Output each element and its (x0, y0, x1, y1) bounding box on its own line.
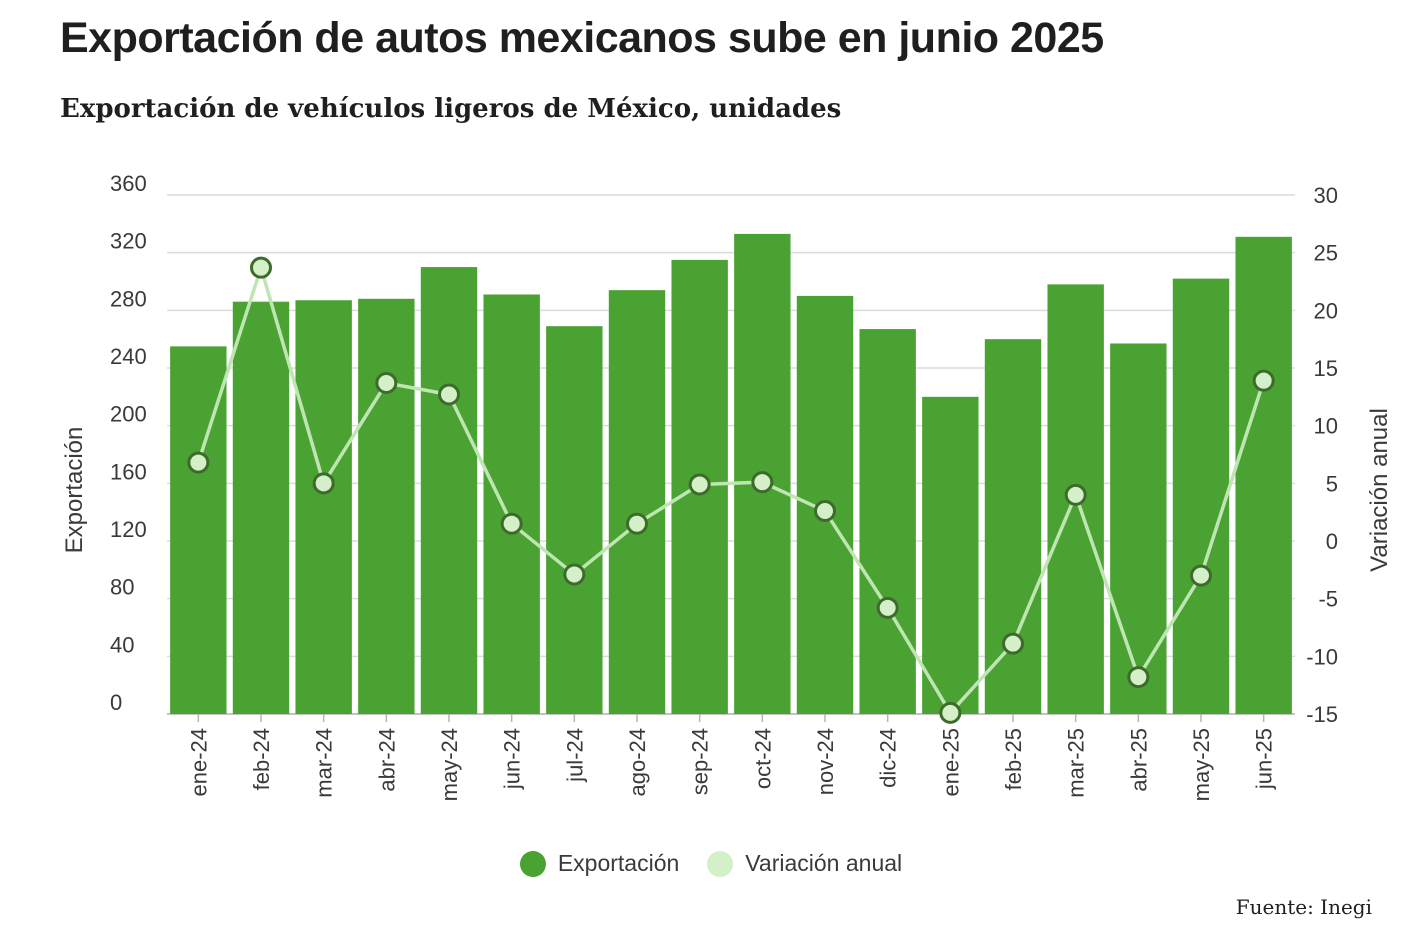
variation-point-dic-24 (876, 596, 899, 619)
bar-may-24 (420, 267, 478, 714)
x-tick-label: feb-25 (1001, 728, 1026, 790)
variation-point-abr-25 (1127, 666, 1150, 689)
chart-subtitle: Exportación de vehículos ligeros de Méxi… (60, 94, 842, 124)
x-tick-label: dic-24 (876, 728, 901, 788)
variation-point-ene-25 (939, 701, 962, 724)
bar-jun-25 (1235, 236, 1292, 714)
variation-point-ene-24 (187, 451, 210, 474)
variation-point-jun-25 (1252, 369, 1275, 392)
variation-point-abr-24 (375, 371, 398, 394)
x-tick-label: ago-24 (625, 728, 650, 797)
right-axis-ticks: -15 -10 -5 0 5 10 15 20 25 30 (1306, 183, 1338, 727)
bar-may-25 (1172, 278, 1230, 714)
chart-title: Exportación de autos mexicanos sube en j… (60, 14, 1104, 62)
bar-jun-24 (483, 294, 540, 714)
variation-point-mar-24 (312, 472, 335, 495)
right-tick-label: -5 (1318, 587, 1338, 612)
source-note: Fuente: Inegi (1235, 895, 1372, 919)
legend-swatch-exportacion (519, 850, 546, 877)
x-tick-label: mar-25 (1064, 728, 1089, 798)
x-tick-label: abr-25 (1126, 728, 1151, 792)
x-tick-label: may-24 (437, 728, 462, 801)
legend-item-exportacion[interactable]: Exportación (519, 850, 680, 877)
x-tick-label: ene-24 (186, 728, 211, 797)
left-tick-label: 280 (110, 286, 147, 311)
x-tick-label: jun-25 (1252, 728, 1277, 790)
right-tick-label: -15 (1306, 702, 1338, 727)
variation-point-oct-24 (751, 471, 774, 494)
left-tick-label: 120 (110, 517, 147, 542)
x-tick-label: mar-24 (312, 728, 337, 798)
bar-ago-24 (608, 290, 666, 714)
right-tick-label: 5 (1326, 471, 1338, 496)
x-tick-label: abr-24 (374, 728, 399, 792)
x-tick-label: may-25 (1189, 728, 1214, 801)
right-tick-label: 15 (1314, 356, 1338, 381)
variation-point-mar-25 (1064, 483, 1087, 506)
x-axis-ticks: ene-24 feb-24 mar-24 abr-24 may-24 jun-24 jul-… (186, 714, 1277, 801)
left-tick-label: 160 (110, 459, 147, 484)
bar-jul-24 (546, 326, 603, 714)
variation-point-feb-25 (1002, 632, 1024, 655)
export-bars (170, 233, 1292, 715)
bar-abr-25 (1110, 343, 1167, 714)
right-tick-label: 20 (1314, 298, 1338, 323)
bar-feb-25 (984, 339, 1042, 714)
variation-line-path (196, 265, 1266, 715)
variation-point-may-25 (1190, 564, 1212, 587)
bar-dic-24 (859, 329, 916, 714)
left-tick-label: 320 (110, 229, 147, 254)
x-tick-label: sep-24 (688, 728, 713, 795)
right-axis-title: Variación anual (1366, 408, 1393, 572)
right-tick-label: 25 (1314, 241, 1338, 266)
x-tick-label: ene-25 (938, 728, 963, 797)
legend-swatch-variacion (707, 850, 734, 877)
x-tick-label: jun-24 (500, 728, 525, 790)
bar-ene-25 (922, 396, 979, 714)
variation-point-may-24 (438, 383, 460, 406)
x-tick-label: jul-24 (562, 728, 587, 783)
bar-abr-24 (358, 298, 415, 714)
legend: Exportación Variación anual (0, 850, 1422, 877)
variation-point-ago-24 (626, 512, 648, 535)
left-tick-label: 360 (110, 171, 147, 196)
x-tick-label: feb-24 (249, 728, 274, 790)
legend-item-variacion[interactable]: Variación anual (707, 850, 902, 877)
right-tick-label: 0 (1326, 529, 1338, 554)
left-tick-label: 80 (110, 575, 134, 600)
left-tick-label: 200 (110, 402, 147, 427)
legend-label-variacion: Variación anual (745, 850, 903, 876)
variation-point-jun-24 (500, 512, 523, 535)
variation-point-nov-24 (814, 500, 836, 523)
bar-feb-24 (232, 301, 290, 714)
left-tick-label: 0 (110, 690, 122, 715)
right-tick-label: 10 (1314, 414, 1338, 439)
variation-point-sep-24 (688, 473, 711, 496)
left-tick-label: 240 (110, 344, 147, 369)
legend-label-exportacion: Exportación (557, 850, 680, 876)
right-tick-label: 30 (1314, 183, 1338, 208)
left-axis-ticks: 0 40 80 120 160 200 240 280 320 360 (110, 171, 147, 715)
x-tick-label: nov-24 (813, 728, 838, 795)
left-tick-label: 40 (110, 632, 134, 657)
variation-line (187, 256, 1275, 724)
left-axis-title: Exportación (61, 427, 88, 554)
variation-point-feb-24 (250, 256, 272, 279)
x-tick-label: oct-24 (750, 728, 775, 789)
variation-point-jul-24 (563, 563, 586, 586)
right-tick-label: -10 (1306, 644, 1338, 669)
gridlines (167, 194, 1295, 715)
bar-mar-24 (295, 300, 352, 714)
